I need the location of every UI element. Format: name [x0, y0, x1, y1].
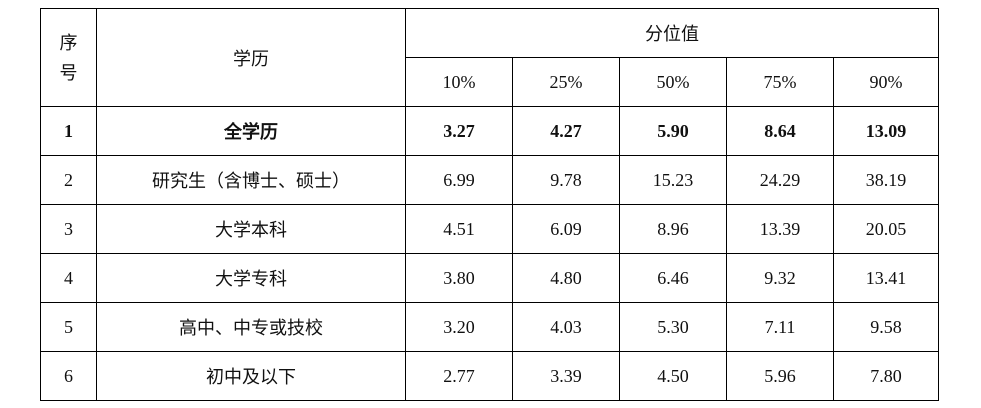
- row-value-p90: 13.09: [833, 106, 939, 156]
- row-value-p90: 20.05: [833, 204, 939, 254]
- row-seq: 6: [40, 351, 97, 401]
- row-value-p75: 9.32: [726, 253, 834, 303]
- row-value-p50: 4.50: [619, 351, 727, 401]
- percentile-header-75: 75%: [726, 57, 834, 107]
- row-value-p50: 6.46: [619, 253, 727, 303]
- row-seq: 3: [40, 204, 97, 254]
- table-row: 6 初中及以下 2.77 3.39 4.50 5.96 7.80: [40, 351, 939, 401]
- row-value-p10: 6.99: [405, 155, 513, 205]
- row-education: 大学专科: [96, 253, 406, 303]
- row-value-p10: 4.51: [405, 204, 513, 254]
- header-row-1: 序 号 学历 分位值: [40, 8, 939, 107]
- table-row: 2 研究生（含博士、硕士） 6.99 9.78 15.23 24.29 38.1…: [40, 155, 939, 205]
- row-value-p75: 7.11: [726, 302, 834, 352]
- education-header: 学历: [96, 8, 406, 107]
- row-value-p50: 5.90: [619, 106, 727, 156]
- row-education: 高中、中专或技校: [96, 302, 406, 352]
- row-value-p10: 3.20: [405, 302, 513, 352]
- row-value-p25: 4.03: [512, 302, 620, 352]
- row-value-p10: 3.80: [405, 253, 513, 303]
- row-seq: 4: [40, 253, 97, 303]
- row-seq: 1: [40, 106, 97, 156]
- percentile-table: 序 号 学历 分位值 10% 25% 50% 75% 90% 1 全学历 3.2…: [40, 8, 939, 401]
- header-row-2: 10% 25% 50% 75% 90%: [41, 57, 939, 107]
- percentile-header-25: 25%: [512, 57, 620, 107]
- row-value-p50: 15.23: [619, 155, 727, 205]
- percentile-header-10: 10%: [405, 57, 513, 107]
- percentile-header-50: 50%: [619, 57, 727, 107]
- seq-header: 序 号: [40, 8, 97, 107]
- row-value-p25: 3.39: [512, 351, 620, 401]
- row-value-p50: 5.30: [619, 302, 727, 352]
- table-row: 3 大学本科 4.51 6.09 8.96 13.39 20.05: [40, 204, 939, 254]
- seq-header-line2: 号: [59, 62, 78, 83]
- row-education: 研究生（含博士、硕士）: [96, 155, 406, 205]
- row-value-p10: 3.27: [405, 106, 513, 156]
- row-value-p90: 9.58: [833, 302, 939, 352]
- row-value-p10: 2.77: [405, 351, 513, 401]
- row-value-p75: 8.64: [726, 106, 834, 156]
- seq-header-line1: 序: [59, 32, 78, 53]
- row-value-p90: 38.19: [833, 155, 939, 205]
- row-value-p25: 9.78: [512, 155, 620, 205]
- row-value-p75: 13.39: [726, 204, 834, 254]
- table-row: 5 高中、中专或技校 3.20 4.03 5.30 7.11 9.58: [40, 302, 939, 352]
- percentile-header-90: 90%: [833, 57, 939, 107]
- table-row: 4 大学专科 3.80 4.80 6.46 9.32 13.41: [40, 253, 939, 303]
- row-value-p90: 13.41: [833, 253, 939, 303]
- row-value-p90: 7.80: [833, 351, 939, 401]
- row-value-p75: 5.96: [726, 351, 834, 401]
- row-seq: 5: [40, 302, 97, 352]
- row-value-p25: 4.27: [512, 106, 620, 156]
- row-value-p25: 6.09: [512, 204, 620, 254]
- table-row: 1 全学历 3.27 4.27 5.90 8.64 13.09: [40, 106, 939, 156]
- row-education: 初中及以下: [96, 351, 406, 401]
- row-education: 全学历: [96, 106, 406, 156]
- row-seq: 2: [40, 155, 97, 205]
- row-value-p50: 8.96: [619, 204, 727, 254]
- row-value-p75: 24.29: [726, 155, 834, 205]
- row-education: 大学本科: [96, 204, 406, 254]
- percentile-group-header: 分位值: [405, 8, 939, 58]
- row-value-p25: 4.80: [512, 253, 620, 303]
